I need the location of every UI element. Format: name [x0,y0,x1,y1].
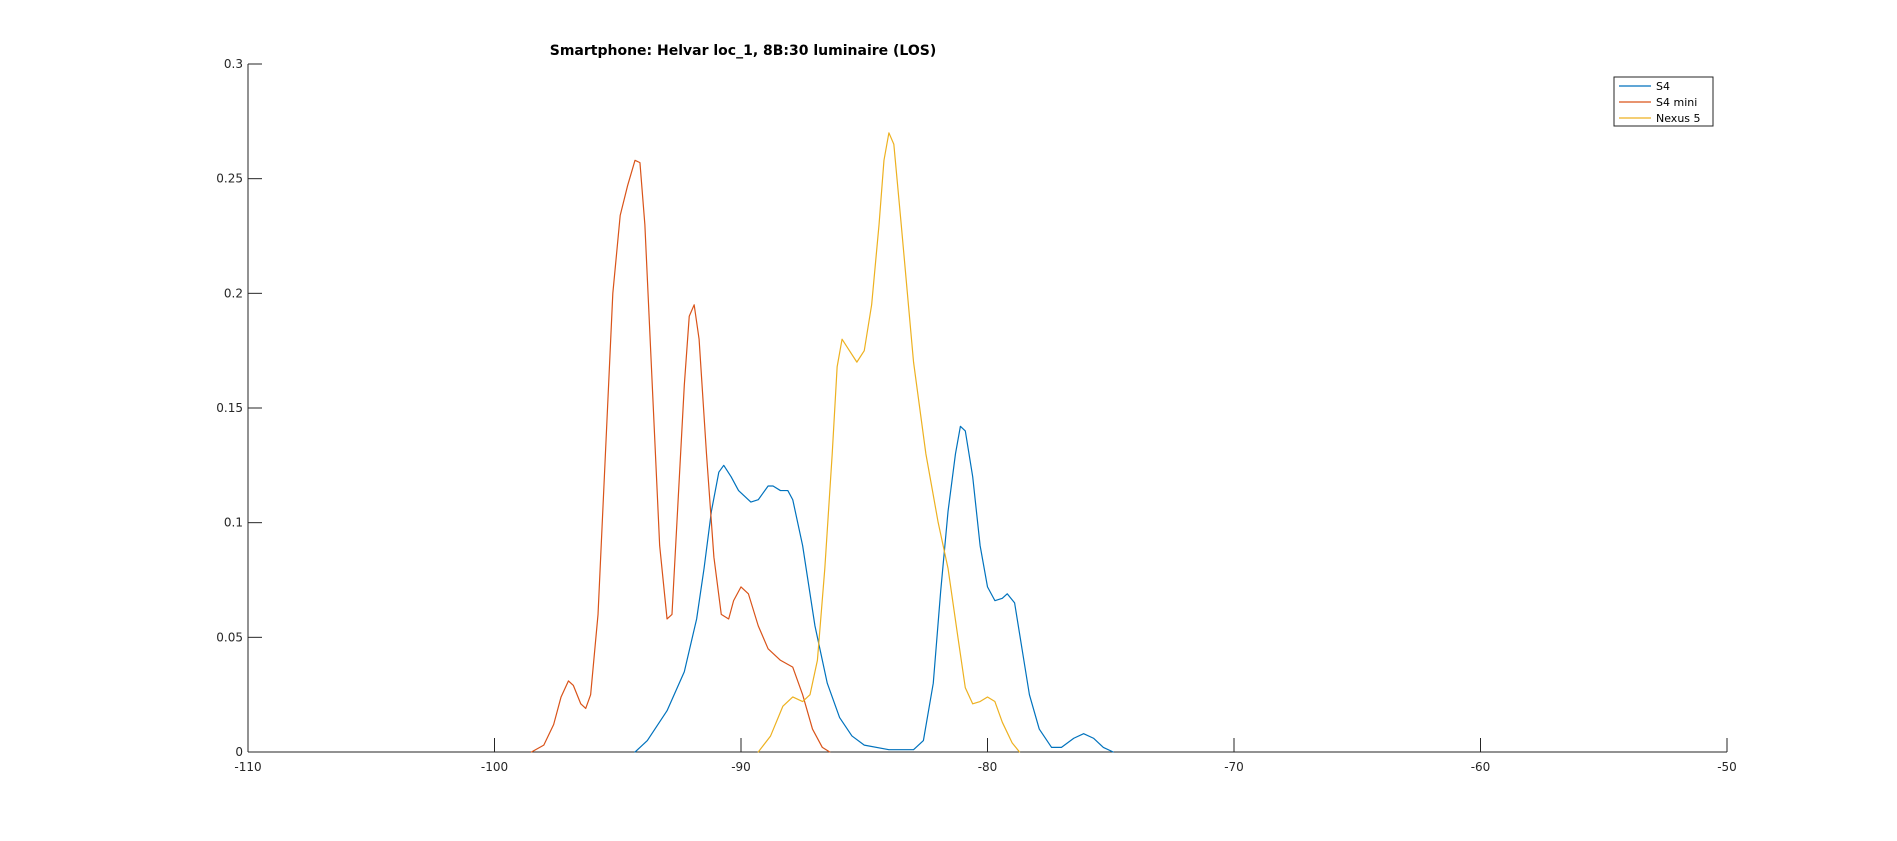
x-tick-label: -70 [1224,760,1244,774]
y-tick-label: 0.3 [224,57,243,71]
legend-label: Nexus 5 [1656,112,1701,125]
legend-label: S4 [1656,80,1670,93]
plot-lines [530,132,1114,753]
y-tick-label: 0.1 [224,516,243,530]
legend-items: S4 S4 mini Nexus 5 [1619,80,1701,125]
y-ticks: 0 0.05 0.1 0.15 0.2 0.25 0.3 [216,57,262,759]
x-tick-label: -110 [234,760,261,774]
x-tick-label: -90 [731,760,751,774]
x-tick-label: -80 [978,760,998,774]
chart-title: Smartphone: Helvar loc_1, 8B:30 luminair… [550,43,936,59]
y-tick-label: 0 [235,745,243,759]
x-tick-label: -60 [1471,760,1491,774]
x-tick-label: -50 [1717,760,1737,774]
x-tick-label: -100 [481,760,508,774]
series-line-0 [634,425,1114,753]
legend: S4 S4 mini Nexus 5 [1613,76,1714,127]
series-line-2 [757,132,1021,753]
y-tick-label: 0.05 [216,630,243,644]
axes [247,64,1727,753]
legend-label: S4 mini [1656,96,1697,109]
y-tick-label: 0.2 [224,286,243,300]
y-tick-label: 0.15 [216,401,243,415]
y-tick-label: 0.25 [216,172,243,186]
series-line-1 [530,159,831,753]
x-ticks: -110 -100 -90 -80 -70 -60 -50 [234,738,1737,774]
